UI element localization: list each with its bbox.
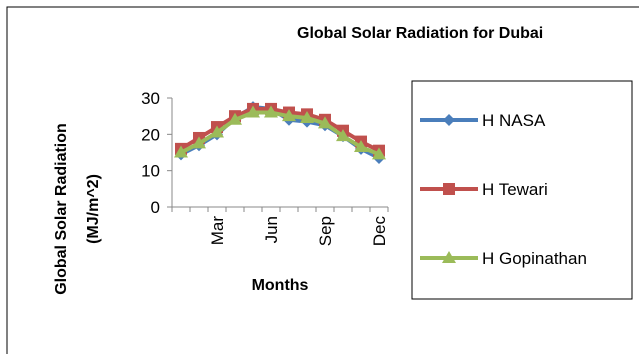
- data-point: [210, 125, 224, 138]
- series-h-gopinathan: [174, 105, 386, 160]
- series-h-tewari: [175, 102, 385, 157]
- y-ticks: 0 10 20 30: [141, 89, 172, 217]
- legend-marker: [443, 114, 455, 126]
- data-point: [372, 147, 386, 160]
- series-layer: [174, 101, 386, 164]
- y-axis-label-line1: Global Solar Radiation: [53, 123, 70, 295]
- x-axis-label: Months: [252, 277, 309, 294]
- x-ticks: Mar Jun Sep Dec: [171, 207, 389, 247]
- legend-item: H Gopinathan: [420, 249, 587, 268]
- y-tick-label: 30: [141, 89, 160, 108]
- legend-label: H Tewari: [482, 180, 548, 199]
- legend-item: H NASA: [420, 111, 546, 130]
- legend-marker: [442, 251, 456, 263]
- data-point: [264, 105, 278, 118]
- chart-border: [6, 6, 639, 354]
- legend-label: H Gopinathan: [482, 249, 587, 268]
- data-point: [318, 116, 332, 129]
- legend: H NASA H Tewari H Gopinathan: [420, 111, 587, 268]
- y-tick-label: 20: [141, 125, 160, 144]
- data-point: [282, 109, 296, 122]
- legend-marker: [443, 183, 455, 195]
- legend-label: H NASA: [482, 111, 546, 130]
- y-axis-label-line2: (MJ/m^2): [85, 174, 102, 244]
- data-point: [246, 105, 260, 118]
- legend-item: H Tewari: [420, 180, 548, 199]
- data-point: [354, 140, 368, 153]
- data-point: [174, 145, 188, 158]
- data-point: [336, 129, 350, 142]
- chart-title: Global Solar Radiation for Dubai: [297, 25, 543, 42]
- x-tick-label: Sep: [316, 216, 335, 246]
- x-tick-label: Mar: [208, 216, 227, 246]
- x-tick-label: Jun: [262, 216, 281, 243]
- data-point: [192, 136, 206, 149]
- y-tick-label: 0: [151, 198, 160, 217]
- y-tick-label: 10: [141, 162, 160, 181]
- data-point: [228, 112, 242, 125]
- x-tick-label: Dec: [370, 216, 389, 247]
- data-point: [300, 110, 314, 123]
